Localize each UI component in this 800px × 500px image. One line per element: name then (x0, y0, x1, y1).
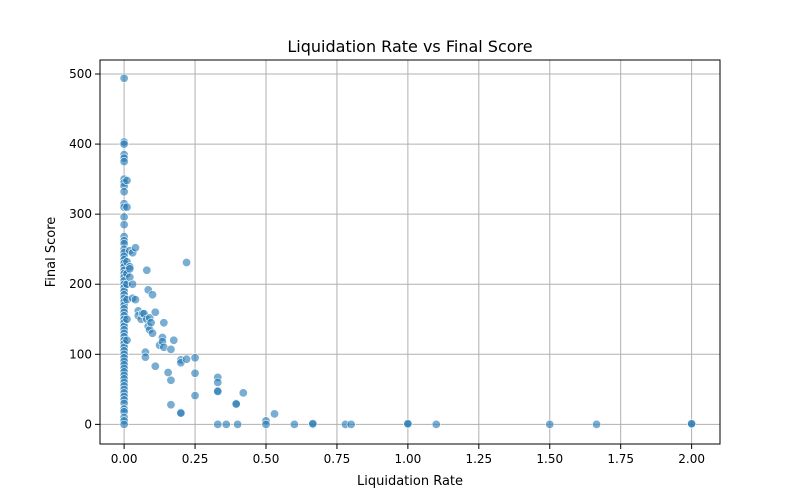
data-point (403, 419, 413, 429)
data-point (122, 176, 132, 186)
x-tick-label: 2.00 (678, 452, 705, 466)
y-tick-label: 500 (69, 67, 92, 81)
y-axis-label: Final Score (44, 217, 59, 288)
data-point (190, 368, 200, 378)
y-tick-label: 200 (69, 277, 92, 291)
y-tick-label: 300 (69, 207, 92, 221)
data-point (261, 419, 271, 429)
grid-lines (100, 60, 720, 444)
data-point (147, 328, 157, 338)
x-tick-label: 0.75 (324, 452, 351, 466)
data-point (150, 307, 160, 317)
data-point (122, 314, 132, 324)
data-point (190, 353, 200, 363)
y-tick-label: 400 (69, 137, 92, 151)
data-point (142, 265, 152, 275)
data-point (166, 375, 176, 385)
data-point (308, 419, 318, 429)
x-tick-label: 1.00 (395, 452, 422, 466)
x-tick-label: 1.50 (536, 452, 563, 466)
y-axis-ticks: 0 100 200 300 400 500 (69, 67, 100, 431)
data-point (166, 344, 176, 354)
data-point (119, 419, 129, 429)
x-axis-ticks: 0.00 0.25 0.50 0.75 1.00 1.25 1.50 1.75 2.00 (111, 444, 705, 466)
data-point (147, 290, 157, 300)
y-tick-label: 0 (84, 417, 92, 431)
data-point (231, 399, 241, 409)
data-point (182, 354, 192, 364)
data-point (122, 202, 132, 212)
data-point (119, 187, 129, 197)
data-point (176, 408, 186, 418)
data-point (122, 335, 132, 345)
data-point (431, 419, 441, 429)
data-point (233, 419, 243, 429)
data-point (213, 386, 223, 396)
data-point (213, 419, 223, 429)
x-tick-label: 0.00 (111, 452, 138, 466)
data-point (119, 139, 129, 149)
data-point (125, 264, 135, 274)
data-point (146, 318, 156, 328)
data-point (128, 279, 138, 289)
data-point (119, 212, 129, 222)
data-points (119, 73, 697, 429)
data-point (140, 352, 150, 362)
data-point (130, 295, 140, 305)
data-point (130, 243, 140, 253)
chart-title: Liquidation Rate vs Final Score (287, 37, 532, 56)
data-point (213, 377, 223, 387)
data-point (182, 258, 192, 268)
data-point (159, 318, 169, 328)
data-point (169, 335, 179, 345)
data-point (119, 157, 129, 167)
data-point (119, 220, 129, 230)
data-point (119, 73, 129, 83)
x-axis-label: Liquidation Rate (357, 474, 463, 489)
y-tick-label: 100 (69, 347, 92, 361)
x-tick-label: 0.25 (182, 452, 209, 466)
data-point (238, 388, 248, 398)
data-point (346, 419, 356, 429)
data-point (166, 400, 176, 410)
x-tick-label: 1.75 (607, 452, 634, 466)
x-tick-label: 0.50 (253, 452, 280, 466)
data-point (687, 419, 697, 429)
data-point (150, 361, 160, 371)
data-point (163, 368, 173, 378)
x-tick-label: 1.25 (465, 452, 492, 466)
data-point (270, 409, 280, 419)
data-point (221, 419, 231, 429)
data-point (190, 391, 200, 401)
data-point (592, 419, 602, 429)
data-point (289, 419, 299, 429)
plot-frame (99, 59, 721, 445)
data-point (545, 419, 555, 429)
